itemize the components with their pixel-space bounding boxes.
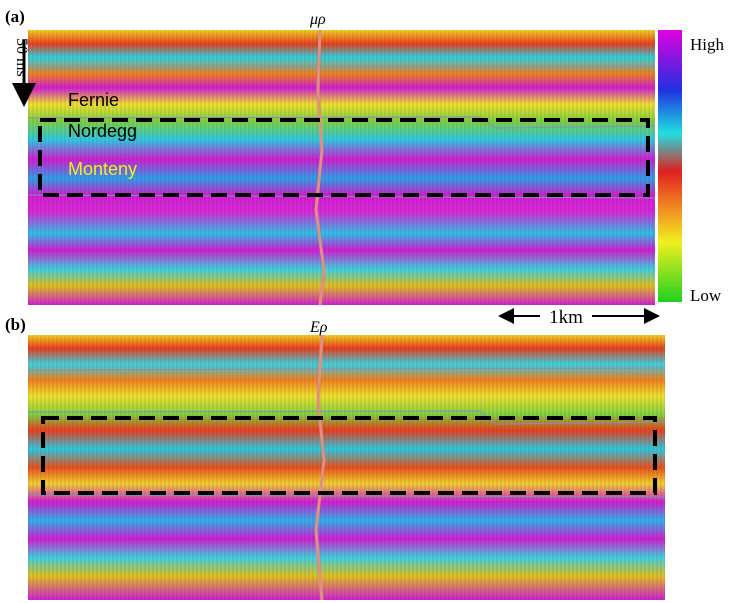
scale-label: 1km <box>549 307 583 328</box>
colorbar-high: High <box>690 35 725 54</box>
well-log <box>314 334 326 601</box>
texture <box>28 30 655 305</box>
colorbar-low: Low <box>690 286 722 305</box>
texture <box>28 335 665 600</box>
panel-title: μρ <box>309 11 326 28</box>
colorbar <box>658 30 682 302</box>
dashed-box <box>41 416 657 495</box>
time-scale: 50 ms <box>13 38 30 77</box>
horizon-label: Fernie <box>68 90 119 110</box>
panel-title: Eρ <box>309 319 328 336</box>
horizon-label: Nordegg <box>68 121 137 141</box>
panel-label: (a) <box>5 7 25 26</box>
horizon-label: Monteny <box>68 159 137 179</box>
panel-label: (b) <box>5 315 26 334</box>
well-log <box>314 29 326 306</box>
dashed-box <box>38 118 650 197</box>
